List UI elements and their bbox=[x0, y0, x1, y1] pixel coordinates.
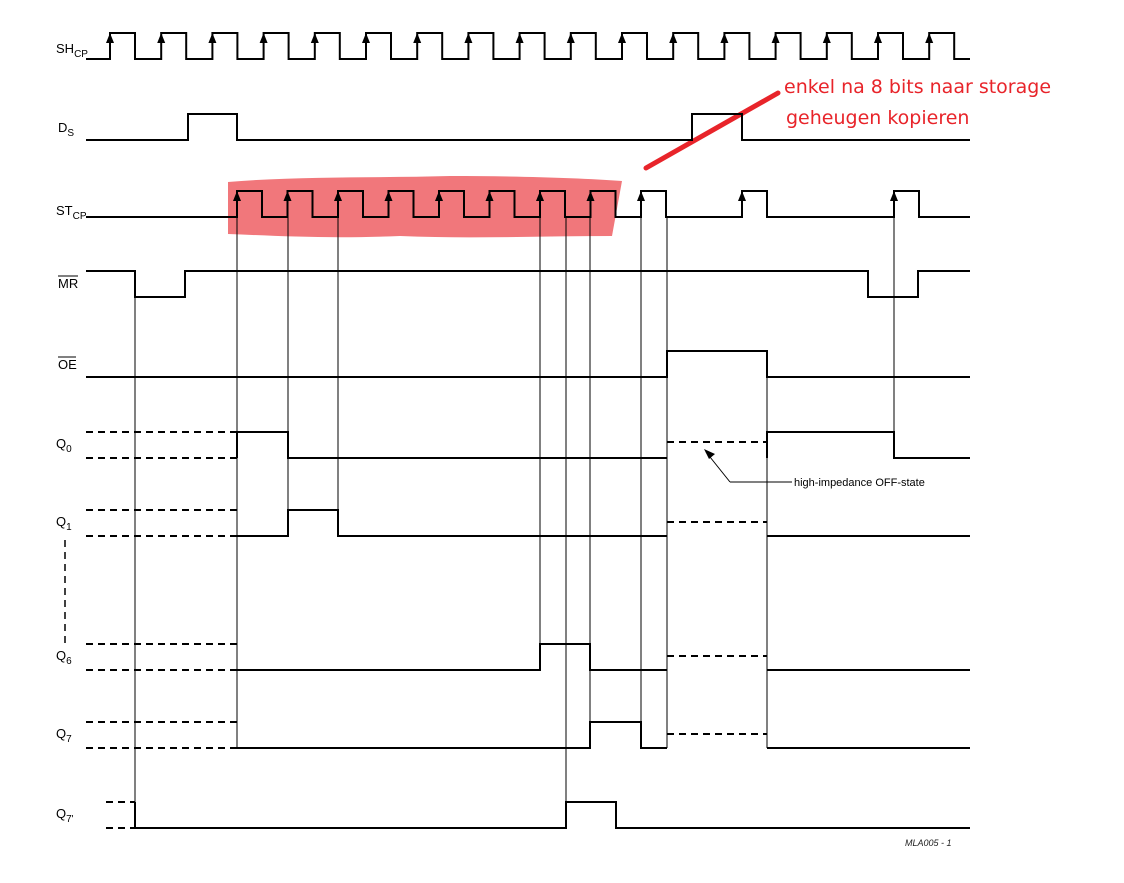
edge-arrowhead bbox=[536, 191, 544, 201]
note-line-1: enkel na 8 bits naar storage bbox=[784, 76, 1051, 98]
edge-arrowhead bbox=[566, 33, 575, 43]
hiz-label: high-impedance OFF-state bbox=[794, 477, 925, 489]
signal-labels: SHCP DS STCP MR OE Q0 Q1 Q6 Q7 Q7' bbox=[56, 41, 88, 825]
label-q6: Q6 bbox=[56, 648, 72, 667]
edge-arrowhead bbox=[637, 191, 645, 201]
edge-arrowhead bbox=[771, 33, 780, 43]
label-q1: Q1 bbox=[56, 514, 72, 533]
label-mr: MR bbox=[58, 276, 78, 291]
edge-arrowhead bbox=[515, 33, 524, 43]
label-oe: OE bbox=[58, 357, 77, 372]
figure-ref: MLA005 - 1 bbox=[905, 838, 952, 848]
edge-arrowhead bbox=[208, 33, 217, 43]
stcp-highlight bbox=[228, 176, 622, 238]
ds-waveform bbox=[86, 113, 970, 141]
q0-waveform-2 bbox=[766, 431, 970, 459]
edge-arrowhead bbox=[362, 33, 370, 43]
label-q7-prime: Q7' bbox=[56, 806, 74, 825]
edge-arrowhead bbox=[586, 191, 595, 201]
note-arrow-line bbox=[643, 90, 781, 171]
hiz-pointer-arrowhead bbox=[704, 449, 715, 459]
edge-arrowhead bbox=[485, 191, 494, 201]
edge-arrowhead bbox=[283, 191, 292, 201]
edge-arrowhead bbox=[822, 33, 831, 43]
waveforms bbox=[86, 32, 970, 829]
label-stcp: STCP bbox=[56, 203, 87, 222]
q7p-waveform bbox=[134, 801, 970, 829]
shcp-waveform bbox=[86, 32, 970, 60]
q1-waveform bbox=[237, 509, 667, 537]
label-q0: Q0 bbox=[56, 436, 72, 455]
oe-waveform bbox=[86, 350, 970, 378]
causal-lines bbox=[134, 217, 895, 828]
label-ds: DS bbox=[58, 120, 74, 139]
edge-arrowhead bbox=[334, 191, 342, 201]
note-line-2: geheugen kopieren bbox=[786, 107, 969, 129]
edge-arrowhead bbox=[890, 191, 898, 201]
edge-arrowhead bbox=[259, 33, 268, 43]
rising-edge-arrows bbox=[106, 33, 934, 213]
q6-waveform bbox=[237, 643, 667, 671]
edge-arrowhead bbox=[618, 33, 626, 43]
edge-arrowhead bbox=[413, 33, 422, 43]
mr-waveform bbox=[86, 270, 970, 298]
edge-arrowhead bbox=[669, 33, 678, 43]
edge-arrowhead bbox=[874, 33, 882, 43]
edge-arrowhead bbox=[435, 191, 443, 201]
edge-arrowhead bbox=[384, 191, 393, 201]
edge-arrowhead bbox=[157, 33, 166, 43]
edge-arrowhead bbox=[310, 33, 319, 43]
label-q7: Q7 bbox=[56, 726, 72, 745]
label-shcp: SHCP bbox=[56, 41, 88, 60]
q7-waveform bbox=[237, 721, 667, 749]
edge-arrowhead bbox=[720, 33, 729, 43]
edge-arrowhead bbox=[106, 33, 114, 43]
edge-arrowhead bbox=[233, 191, 241, 201]
edge-arrowhead bbox=[738, 191, 746, 201]
edge-arrowhead bbox=[464, 33, 473, 43]
q0-waveform bbox=[236, 431, 667, 459]
edge-arrowhead bbox=[925, 33, 934, 43]
